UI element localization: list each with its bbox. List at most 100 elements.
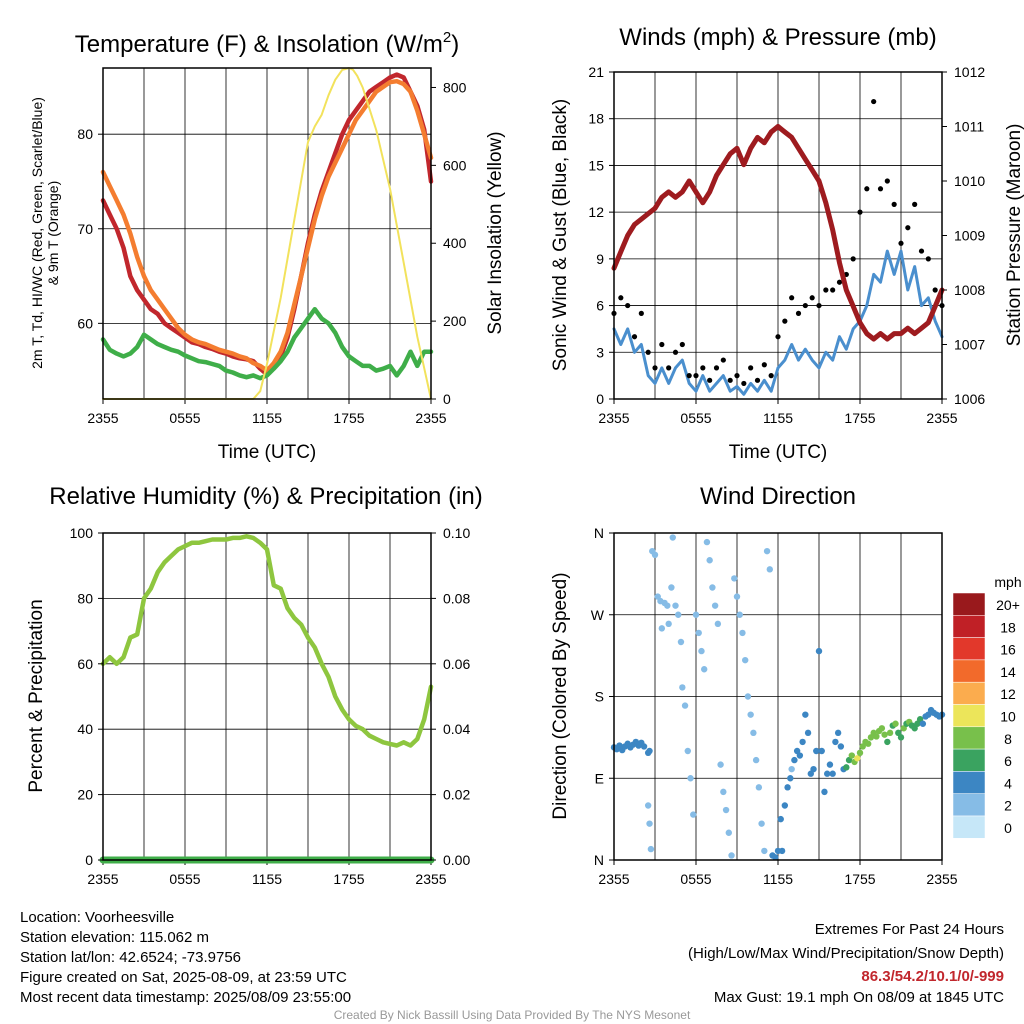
y-tick-label: 60 — [77, 656, 93, 672]
gust-point — [741, 380, 747, 387]
max-gust: Max Gust: 19.1 mph On 08/09 at 1845 UTC — [714, 989, 1004, 1006]
gust-point — [748, 365, 754, 371]
x-tick-label: 0555 — [680, 410, 711, 426]
direction-point — [668, 584, 675, 591]
direction-point — [658, 625, 666, 632]
series-line-3 — [102, 67, 432, 400]
y2-tick-label: 400 — [443, 235, 467, 251]
y2-tick-label: 0.10 — [443, 525, 470, 541]
gust-point — [720, 357, 726, 363]
direction-point — [701, 666, 708, 673]
direction-point — [640, 743, 648, 750]
direction-point — [692, 611, 700, 618]
colorbar-label: 10 — [1000, 709, 1016, 725]
direction-point — [848, 752, 855, 759]
gust-point — [700, 365, 706, 371]
direction-point — [703, 538, 711, 546]
y-tick-label: 70 — [77, 221, 93, 237]
direction-point — [736, 611, 743, 618]
gust-point — [693, 373, 699, 379]
gust-point — [734, 373, 740, 379]
gust-point — [659, 341, 665, 348]
x-axis-label: Time (UTC) — [218, 442, 317, 463]
y-tick-label: 18 — [588, 111, 604, 127]
colorbar-swatch — [952, 637, 986, 661]
info-elevation: Station elevation: 115.062 m — [20, 929, 209, 946]
direction-point — [681, 702, 689, 709]
y-tick-label: 80 — [77, 126, 93, 142]
x-tick-label: 2355 — [926, 871, 957, 887]
x-tick-label: 1155 — [763, 871, 793, 887]
gust-point — [898, 240, 904, 246]
direction-point — [919, 720, 927, 727]
info-created: Figure created on Sat, 2025-08-09, at 23… — [20, 969, 347, 986]
direction-point — [687, 775, 694, 782]
y2-tick-label: 1010 — [954, 173, 985, 189]
x-tick-label: 2355 — [598, 871, 629, 887]
direction-point — [843, 764, 850, 771]
gust-point — [713, 365, 720, 371]
direction-point — [739, 629, 746, 637]
gust-point — [850, 256, 856, 262]
direction-point — [728, 852, 735, 859]
direction-point — [829, 770, 836, 777]
direction-point — [815, 647, 823, 655]
gust-point — [925, 256, 931, 262]
direction-point — [698, 647, 705, 655]
extremes-block: Extremes For Past 24 Hours (High/Low/Max… — [688, 921, 1004, 1006]
y-tick-label: 20 — [77, 787, 93, 803]
colorbar-swatch — [952, 681, 986, 705]
y-tick-label: 3 — [596, 344, 604, 360]
y2-tick-label: 0.06 — [443, 656, 470, 672]
colorbar-swatch — [952, 815, 986, 839]
direction-point — [733, 593, 741, 600]
direction-point — [647, 845, 655, 853]
direction-point — [766, 566, 773, 573]
y-tick-label: 80 — [77, 590, 93, 606]
direction-point — [865, 740, 872, 747]
rh-title: Relative Humidity (%) & Precipitation (i… — [49, 483, 482, 510]
x-tick-label: 1155 — [252, 871, 282, 887]
gust-point — [823, 287, 829, 293]
x-tick-label: 1155 — [763, 410, 793, 426]
y-tick-label: 9 — [596, 251, 604, 267]
colorbar-swatch — [952, 592, 986, 616]
direction-point — [744, 693, 752, 700]
gust-point — [672, 349, 679, 355]
winds-panel: 2355 0555 1155 1755 2355 0 3 6 9 12 15 18 21 1006 1007… — [550, 24, 1024, 463]
colorbar-label: 20+ — [996, 597, 1020, 613]
direction-point — [761, 847, 768, 855]
colorbar-label: 8 — [1004, 731, 1012, 747]
direction-point — [714, 620, 722, 628]
gust-point — [727, 377, 733, 383]
gust-point — [761, 362, 767, 368]
direction-point — [690, 811, 697, 818]
wind-direction-panel: 2355 0555 1155 1755 2355 N E S W N Wind Direction D… — [550, 483, 958, 887]
y2-tick-label: 0.04 — [443, 721, 470, 737]
gust-point — [809, 295, 815, 301]
gust-point — [652, 365, 658, 371]
info-latlon: Station lat/lon: 42.6524; -73.9756 — [20, 949, 241, 966]
direction-point — [709, 584, 716, 591]
direction-point — [772, 854, 779, 861]
x-tick-label: 2355 — [87, 871, 118, 887]
gust-point — [884, 178, 890, 184]
direction-point — [884, 738, 891, 746]
title-main: Temperature (F) & Insolation (W/m — [75, 31, 443, 58]
direction-point — [813, 747, 820, 755]
direction-point — [747, 711, 754, 718]
direction-point — [695, 629, 702, 637]
direction-point — [826, 761, 834, 768]
gust-point — [645, 349, 651, 355]
gust-point — [666, 365, 672, 371]
y2-tick-label: 1011 — [954, 119, 984, 135]
direction-point — [651, 551, 659, 558]
direction-point — [722, 806, 730, 814]
y2-tick-label: 1006 — [954, 391, 985, 407]
y2-tick-label: 800 — [443, 79, 467, 95]
y-tick-label: 6 — [596, 298, 604, 314]
title-end: ) — [451, 31, 459, 58]
direction-point — [787, 775, 794, 782]
gust-point — [618, 295, 624, 301]
